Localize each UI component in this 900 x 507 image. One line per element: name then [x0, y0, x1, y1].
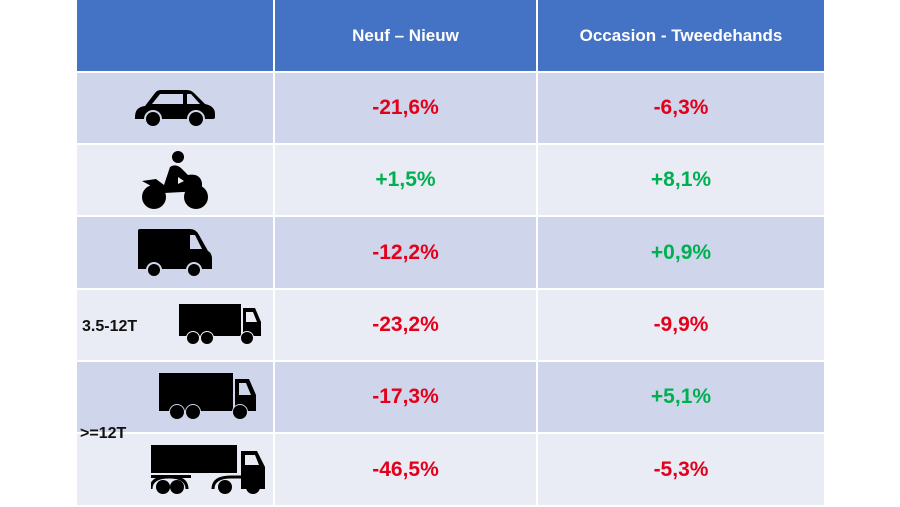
used-change: -5,3%	[538, 434, 824, 505]
used-change: -6,3%	[538, 73, 824, 143]
used-change: +5,1%	[538, 362, 824, 432]
used-change: +8,1%	[538, 145, 824, 215]
vehicle-cell	[77, 145, 273, 215]
vehicle-cell	[77, 362, 273, 432]
vehicle-cell	[77, 434, 273, 505]
small-truck-icon	[179, 304, 263, 346]
vehicle-cell	[77, 217, 273, 288]
new-change: -23,2%	[275, 290, 536, 360]
car-icon	[133, 87, 217, 129]
new-change: -17,3%	[275, 362, 536, 432]
weight-label-large: >=12T	[80, 425, 127, 442]
new-change: -12,2%	[275, 217, 536, 288]
motorcycle-icon	[142, 151, 208, 209]
vehicle-cell	[77, 290, 273, 360]
van-icon	[136, 227, 214, 279]
truck-icon	[159, 373, 259, 421]
vehicle-cell	[77, 73, 273, 143]
weight-label-small: 3.5-12T	[82, 318, 138, 335]
used-change: +0,9%	[538, 217, 824, 288]
header-empty-cell	[77, 0, 273, 71]
new-change: -46,5%	[275, 434, 536, 505]
header-used: Occasion - Tweedehands	[538, 0, 824, 71]
semi-truck-icon	[151, 444, 269, 495]
new-change: -21,6%	[275, 73, 536, 143]
new-change: +1,5%	[275, 145, 536, 215]
used-change: -9,9%	[538, 290, 824, 360]
header-new: Neuf – Nieuw	[275, 0, 536, 71]
